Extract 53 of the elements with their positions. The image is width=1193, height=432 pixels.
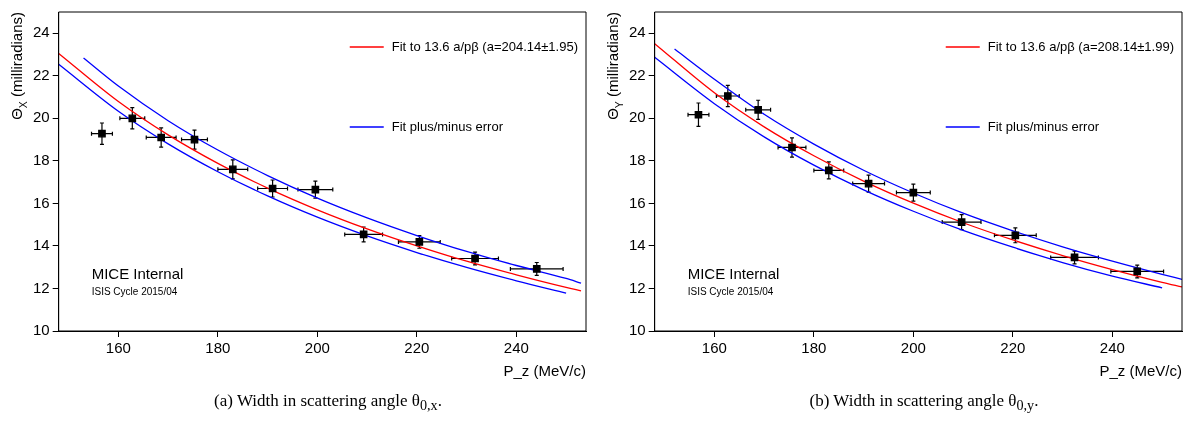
y-axis-title: ΘX (milliradians) — [8, 11, 29, 120]
x-tick-label: 220 — [404, 339, 430, 357]
point — [723, 92, 732, 100]
x-tick-label: 180 — [801, 339, 827, 357]
y-axis-title: ΘY (milliradians) — [604, 11, 625, 120]
point — [754, 106, 762, 114]
y-tick-label: 12 — [33, 278, 50, 296]
point — [824, 166, 833, 175]
x-tick-label: 160 — [701, 339, 727, 357]
y-tick-label: 12 — [629, 278, 646, 296]
x-tick-label: 160 — [105, 339, 131, 357]
point — [98, 129, 106, 138]
point — [228, 165, 237, 174]
y-tick-label: 24 — [629, 23, 646, 41]
legend-label: Fit plus/minus error — [391, 118, 504, 134]
x-axis-title: P_z (MeV/c) — [503, 362, 586, 380]
y-tick-label: 10 — [33, 321, 50, 339]
text: (b) Width in scattering angle θ$_{0,y}$. — [808, 391, 1040, 415]
x-tick-label: 240 — [1099, 339, 1125, 357]
legend-label: Fit to 13.6 a/pβ (a=204.14±1.95) — [391, 38, 579, 54]
point — [532, 265, 541, 273]
x-axis-title: P_z (MeV/c) — [1099, 362, 1182, 380]
annotation: MICE Internal — [687, 265, 780, 282]
y-tick-label: 20 — [33, 108, 50, 126]
x-tick-label: 200 — [304, 339, 330, 357]
y-tick-label: 22 — [629, 65, 646, 83]
x-tick-label: 240 — [503, 339, 529, 357]
legend-label: Fit to 13.6 a/pβ (a=208.14±1.99) — [987, 38, 1175, 54]
point — [1011, 231, 1020, 240]
y-tick-label: 16 — [629, 193, 646, 211]
x-tick-label: 220 — [1000, 339, 1026, 357]
y-tick-label: 14 — [629, 236, 646, 254]
annotation: MICE Internal — [91, 265, 184, 282]
y-tick-label: 24 — [33, 23, 50, 41]
x-tick-label: 180 — [205, 339, 231, 357]
y-tick-label: 18 — [629, 151, 646, 169]
point — [415, 238, 424, 246]
y-tick-label: 18 — [33, 151, 50, 169]
y-tick-label: 10 — [629, 321, 646, 339]
point — [157, 133, 165, 142]
y-tick-label: 16 — [33, 193, 50, 211]
point — [957, 218, 966, 226]
text: (a) Width in scattering angle θ$_{0,x}$. — [213, 391, 443, 415]
legend-label: Fit plus/minus error — [987, 118, 1100, 134]
y-tick-label: 20 — [629, 108, 646, 126]
x-tick-label: 200 — [900, 339, 926, 357]
point — [788, 143, 796, 152]
annotation: ISIS Cycle 2015/04 — [687, 286, 774, 297]
point — [128, 114, 137, 123]
annotation: ISIS Cycle 2015/04 — [91, 286, 178, 297]
point — [694, 110, 703, 119]
y-tick-label: 14 — [33, 236, 50, 254]
y-tick-label: 22 — [33, 65, 50, 83]
